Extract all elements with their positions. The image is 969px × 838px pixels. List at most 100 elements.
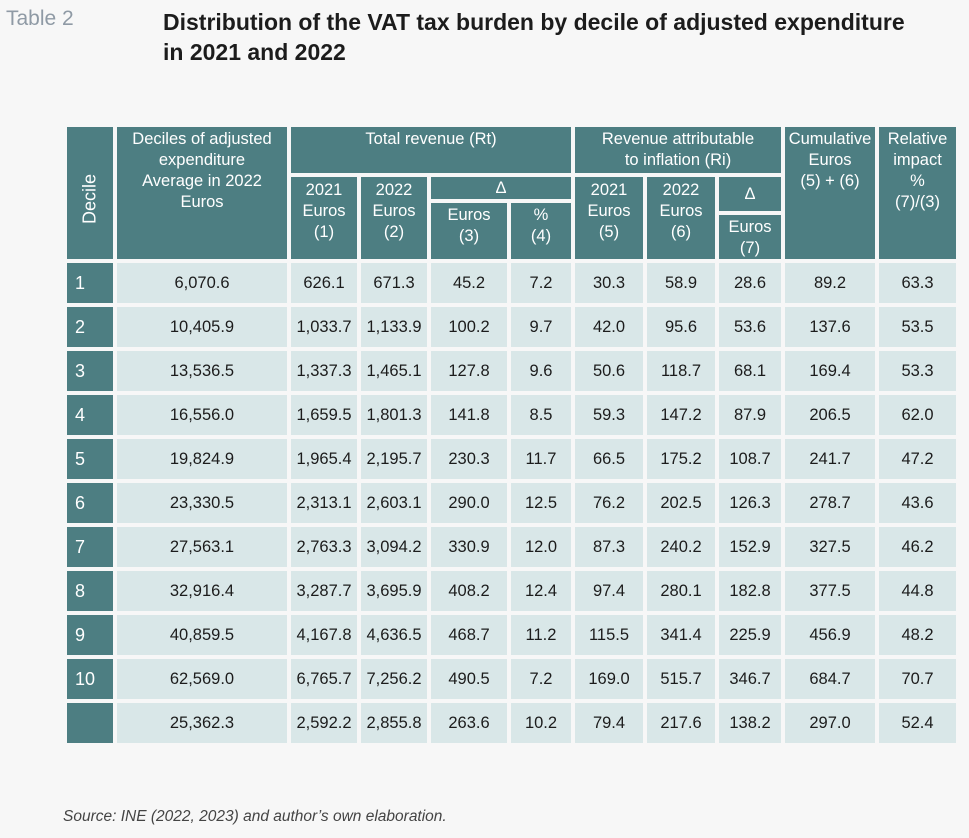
ri-delta-header: Δ — [718, 176, 782, 212]
value-cell: 278.7 — [784, 482, 876, 524]
value-cell: 290.0 — [430, 482, 508, 524]
value-cell: 2,313.1 — [290, 482, 358, 524]
value-cell: 169.0 — [574, 658, 644, 700]
value-cell: 138.2 — [718, 702, 782, 744]
decile-cell: 7 — [66, 526, 114, 568]
decile-cell: 9 — [66, 614, 114, 656]
table-row: 9 40,859.5 4,167.8 4,636.5 468.7 11.2 115.5 341… — [66, 614, 957, 656]
value-cell: 9.7 — [510, 306, 572, 348]
value-cell: 671.3 — [360, 262, 428, 304]
value-cell: 7.2 — [510, 658, 572, 700]
value-cell: 48.2 — [878, 614, 957, 656]
value-cell: 6,070.6 — [116, 262, 288, 304]
value-cell: 456.9 — [784, 614, 876, 656]
value-cell: 2,855.8 — [360, 702, 428, 744]
value-cell: 115.5 — [574, 614, 644, 656]
value-cell: 1,801.3 — [360, 394, 428, 436]
value-cell: 10.2 — [510, 702, 572, 744]
value-cell: 169.4 — [784, 350, 876, 392]
table-row: 10 62,569.0 6,765.7 7,256.2 490.5 7.2 169.0 515… — [66, 658, 957, 700]
value-cell: 1,965.4 — [290, 438, 358, 480]
decile-cell: 8 — [66, 570, 114, 612]
table-row: 6 23,330.5 2,313.1 2,603.1 290.0 12.5 76.2 202.… — [66, 482, 957, 524]
value-cell: 11.2 — [510, 614, 572, 656]
table-row: 7 27,563.1 2,763.3 3,094.2 330.9 12.0 87.3 240.… — [66, 526, 957, 568]
value-cell: 137.6 — [784, 306, 876, 348]
table-row: 3 13,536.5 1,337.3 1,465.1 127.8 9.6 50.6 118.7… — [66, 350, 957, 392]
value-cell: 16,556.0 — [116, 394, 288, 436]
value-cell: 327.5 — [784, 526, 876, 568]
table-row: 4 16,556.0 1,659.5 1,801.3 141.8 8.5 59.3 147.2… — [66, 394, 957, 436]
value-cell: 50.6 — [574, 350, 644, 392]
attributable-revenue-header: Revenue attributable to inflation (Ri) — [574, 126, 782, 174]
rt-delta-header: Δ — [430, 176, 572, 200]
value-cell: 62.0 — [878, 394, 957, 436]
decile-cell — [66, 702, 114, 744]
value-cell: 79.4 — [574, 702, 644, 744]
value-cell: 59.3 — [574, 394, 644, 436]
table-row: 2 10,405.9 1,033.7 1,133.9 100.2 9.7 42.0 95.6 5… — [66, 306, 957, 348]
value-cell: 53.5 — [878, 306, 957, 348]
table-row: 5 19,824.9 1,965.4 2,195.7 230.3 11.7 66.5 175.… — [66, 438, 957, 480]
value-cell: 3,695.9 — [360, 570, 428, 612]
value-cell: 240.2 — [646, 526, 716, 568]
relative-impact-header: Relative impact % (7)/(3) — [878, 126, 957, 260]
value-cell: 13,536.5 — [116, 350, 288, 392]
value-cell: 23,330.5 — [116, 482, 288, 524]
decile-cell: 2 — [66, 306, 114, 348]
table-row: 1 6,070.6 626.1 671.3 45.2 7.2 30.3 58.9 28.6 89.… — [66, 262, 957, 304]
decile-cell: 4 — [66, 394, 114, 436]
value-cell: 175.2 — [646, 438, 716, 480]
value-cell: 108.7 — [718, 438, 782, 480]
value-cell: 58.9 — [646, 262, 716, 304]
value-cell: 2,603.1 — [360, 482, 428, 524]
value-cell: 7,256.2 — [360, 658, 428, 700]
value-cell: 684.7 — [784, 658, 876, 700]
source-note: Source: INE (2022, 2023) and author’s ow… — [63, 808, 447, 825]
value-cell: 45.2 — [430, 262, 508, 304]
value-cell: 4,167.8 — [290, 614, 358, 656]
value-cell: 280.1 — [646, 570, 716, 612]
value-cell: 10,405.9 — [116, 306, 288, 348]
value-cell: 68.1 — [718, 350, 782, 392]
value-cell: 52.4 — [878, 702, 957, 744]
value-cell: 1,337.3 — [290, 350, 358, 392]
value-cell: 490.5 — [430, 658, 508, 700]
value-cell: 12.0 — [510, 526, 572, 568]
value-cell: 27,563.1 — [116, 526, 288, 568]
value-cell: 225.9 — [718, 614, 782, 656]
value-cell: 53.3 — [878, 350, 957, 392]
value-cell: 3,094.2 — [360, 526, 428, 568]
value-cell: 44.8 — [878, 570, 957, 612]
value-cell: 182.8 — [718, 570, 782, 612]
value-cell: 202.5 — [646, 482, 716, 524]
ri-delta-euros-header: Euros (7) — [718, 214, 782, 260]
value-cell: 47.2 — [878, 438, 957, 480]
value-cell: 95.6 — [646, 306, 716, 348]
value-cell: 2,763.3 — [290, 526, 358, 568]
value-cell: 152.9 — [718, 526, 782, 568]
ri-2022-header: 2022 Euros (6) — [646, 176, 716, 260]
value-cell: 40,859.5 — [116, 614, 288, 656]
value-cell: 1,465.1 — [360, 350, 428, 392]
value-cell: 377.5 — [784, 570, 876, 612]
value-cell: 76.2 — [574, 482, 644, 524]
value-cell: 63.3 — [878, 262, 957, 304]
value-cell: 8.5 — [510, 394, 572, 436]
value-cell: 46.2 — [878, 526, 957, 568]
decile-cell: 5 — [66, 438, 114, 480]
value-cell: 66.5 — [574, 438, 644, 480]
value-cell: 147.2 — [646, 394, 716, 436]
table-row: 8 32,916.4 3,287.7 3,695.9 408.2 12.4 97.4 280.… — [66, 570, 957, 612]
value-cell: 30.3 — [574, 262, 644, 304]
rt-2022-header: 2022 Euros (2) — [360, 176, 428, 260]
value-cell: 7.2 — [510, 262, 572, 304]
value-cell: 2,592.2 — [290, 702, 358, 744]
value-cell: 25,362.3 — [116, 702, 288, 744]
value-cell: 1,033.7 — [290, 306, 358, 348]
decile-cell: 10 — [66, 658, 114, 700]
value-cell: 206.5 — [784, 394, 876, 436]
decile-cell: 1 — [66, 262, 114, 304]
value-cell: 2,195.7 — [360, 438, 428, 480]
total-revenue-header: Total revenue (Rt) — [290, 126, 572, 174]
